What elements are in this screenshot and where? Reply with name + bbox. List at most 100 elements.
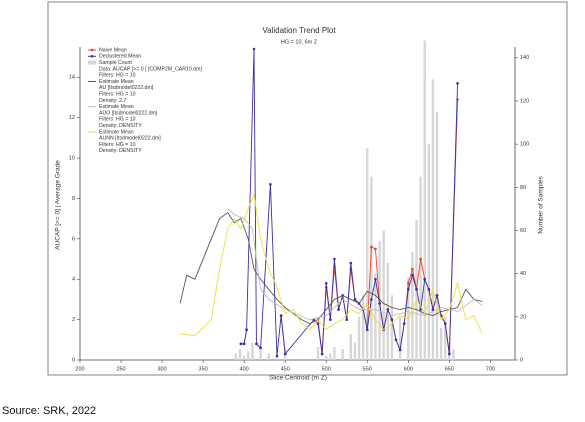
series-marker: [435, 294, 439, 297]
sample-bar: [374, 273, 377, 360]
series-marker: [283, 352, 287, 356]
series-marker: [275, 354, 279, 358]
series-line: [180, 192, 483, 337]
legend-label: Estimate Mean: [99, 104, 134, 110]
series-marker: [324, 281, 328, 285]
x-tick-label: 600: [404, 366, 413, 372]
series-marker: [431, 308, 435, 311]
y2-tick-label: 40: [520, 271, 526, 277]
legend-label: Estimate Mean: [99, 79, 134, 85]
series-marker: [419, 257, 422, 261]
sample-bar: [329, 353, 332, 360]
chart-frame: [47, 1, 568, 376]
sample-bar: [431, 79, 435, 361]
sample-bar: [341, 349, 344, 360]
sample-bar: [435, 111, 439, 360]
sample-bar: [390, 295, 394, 360]
x-tick-label: 300: [157, 366, 166, 372]
series-marker: [443, 322, 447, 325]
y2-tick-label: 20: [520, 314, 526, 320]
y2-tick-label: 60: [520, 228, 526, 234]
series-marker: [365, 328, 369, 332]
legend-label: Declustered Mean: [99, 54, 141, 60]
sample-bar: [382, 230, 385, 360]
series-marker: [411, 267, 414, 271]
sample-bar: [366, 148, 369, 360]
y2-tick-label: 120: [520, 98, 529, 104]
series-marker: [345, 318, 349, 321]
x-tick-label: 250: [116, 366, 125, 372]
sample-bar: [398, 316, 402, 360]
sample-bar: [370, 176, 373, 360]
series-marker: [374, 247, 377, 251]
legend-detail: AUO [Itsdmodel0222.dm]: [99, 110, 158, 116]
legend-marker: [90, 48, 94, 52]
legend-detail: Density: 2.7: [99, 98, 127, 104]
sample-bar: [423, 40, 426, 360]
sample-bar: [267, 353, 270, 360]
series-marker: [337, 308, 340, 311]
y-tick-label: 4: [72, 277, 75, 283]
series-marker: [374, 277, 377, 281]
series-marker: [415, 288, 418, 291]
x-tick-label: 500: [322, 366, 331, 372]
legend-label: Naive Mean: [99, 47, 127, 53]
series-marker: [448, 352, 451, 356]
legend-detail: Density: DENSITY: [99, 123, 142, 129]
y2-tick-label: 140: [520, 55, 529, 61]
x-tick-label: 450: [281, 366, 290, 372]
series-marker: [390, 318, 394, 321]
sample-bar: [238, 349, 242, 360]
legend-label: Estimate Mean: [99, 129, 134, 135]
sample-bar: [251, 342, 254, 360]
series-line: [227, 208, 483, 321]
series-marker: [316, 322, 320, 325]
series-marker: [255, 342, 258, 346]
x-tick-label: 200: [75, 366, 84, 372]
series-line: [179, 211, 483, 325]
sample-bar: [444, 316, 447, 360]
sample-bar: [419, 176, 422, 360]
y-tick-label: 6: [72, 236, 75, 242]
series-marker: [411, 273, 414, 277]
series-marker: [378, 302, 381, 305]
series-marker: [259, 346, 262, 350]
y2-tick-label: 0: [520, 357, 523, 363]
y-tick-label: 0: [72, 357, 75, 363]
sample-bar: [325, 355, 328, 360]
legend-label: Sample Count: [99, 60, 132, 66]
series-marker: [279, 314, 283, 317]
series-marker: [239, 342, 243, 346]
y-tick-label: 14: [69, 75, 75, 81]
legend-detail: AUNN [Itsdmodel0222.dm]: [99, 136, 161, 142]
sample-bar: [316, 347, 320, 360]
series-marker: [370, 298, 373, 301]
legend-detail: Filters: HG = 10: [99, 73, 136, 79]
series-marker: [245, 328, 248, 332]
sample-bar: [349, 334, 353, 360]
series-marker: [320, 352, 324, 356]
sample-bar: [357, 316, 361, 360]
y-tick-label: 12: [69, 115, 75, 121]
sample-bar: [353, 342, 357, 360]
series-marker: [419, 308, 422, 311]
x-tick-label: 350: [199, 366, 208, 372]
sample-bar: [259, 349, 262, 360]
sample-bar: [427, 144, 431, 360]
y-tick-label: 8: [72, 196, 75, 202]
y2-tick-label: 80: [520, 185, 526, 191]
x-tick-label: 650: [445, 366, 454, 372]
sample-bar: [452, 349, 455, 360]
sample-bar: [361, 295, 365, 360]
series-marker: [329, 318, 332, 321]
sample-bar: [247, 351, 250, 360]
x-axis-title: Slice Centroid (m Z): [269, 375, 327, 382]
legend-detail: Filters: HG = 10: [99, 142, 136, 148]
y-tick-label: 2: [72, 317, 75, 323]
sample-bar: [333, 347, 336, 360]
series-marker: [394, 338, 398, 342]
x-tick-label: 550: [363, 366, 372, 372]
chart-subtitle: HG = 10, 6m Z: [281, 39, 318, 45]
series-marker: [456, 82, 459, 85]
